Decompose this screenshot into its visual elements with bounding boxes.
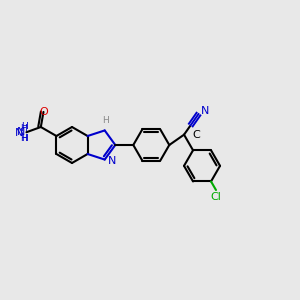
- Text: C: C: [192, 130, 200, 140]
- Text: N: N: [17, 127, 26, 137]
- Text: H: H: [20, 134, 27, 143]
- Text: N: N: [15, 128, 23, 138]
- Text: H: H: [21, 122, 28, 131]
- Text: O: O: [39, 107, 48, 117]
- Text: H: H: [102, 116, 109, 125]
- Text: H: H: [21, 134, 28, 143]
- Text: Cl: Cl: [211, 192, 221, 202]
- Text: N: N: [201, 106, 209, 116]
- Text: N: N: [108, 156, 116, 166]
- Text: H: H: [20, 124, 27, 133]
